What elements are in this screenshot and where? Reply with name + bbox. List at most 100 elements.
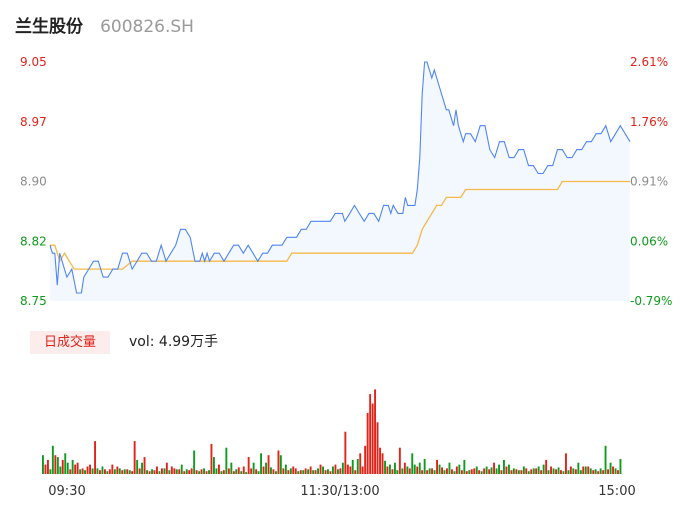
volume-bar bbox=[178, 469, 181, 474]
volume-bar bbox=[617, 470, 619, 474]
volume-bar bbox=[317, 468, 319, 474]
volume-bar bbox=[532, 468, 535, 474]
volume-bar bbox=[599, 468, 602, 474]
volume-bar bbox=[128, 470, 131, 474]
volume-bar bbox=[69, 469, 72, 474]
volume-readout: vol: 4.99万手 bbox=[129, 334, 219, 350]
volume-bar bbox=[215, 468, 218, 474]
volume-bar bbox=[51, 445, 54, 474]
volume-bar bbox=[153, 470, 156, 474]
volume-bar bbox=[349, 466, 352, 474]
volume-bar bbox=[54, 455, 57, 474]
volume-bar bbox=[203, 468, 205, 474]
volume-bar bbox=[111, 464, 114, 474]
volume-bar bbox=[312, 470, 315, 474]
volume-bar bbox=[359, 453, 362, 474]
volume-bar bbox=[604, 445, 607, 474]
volume-bar bbox=[81, 468, 84, 474]
volume-bar bbox=[354, 470, 357, 474]
volume-bar bbox=[106, 471, 109, 474]
volume-bar bbox=[379, 447, 381, 474]
volume-bar bbox=[555, 469, 557, 474]
volume-bar bbox=[448, 462, 451, 474]
volume-bar bbox=[530, 469, 533, 474]
volume-bar bbox=[245, 472, 248, 474]
volume-bar bbox=[218, 464, 220, 474]
volume-bar bbox=[123, 469, 126, 474]
volume-bar bbox=[589, 468, 592, 474]
volume-bar bbox=[86, 466, 89, 474]
volume-bar bbox=[84, 470, 86, 474]
volume-bar bbox=[351, 459, 354, 474]
volume-bar bbox=[198, 471, 201, 474]
volume-bar bbox=[47, 459, 49, 474]
volume-bar bbox=[525, 468, 528, 474]
stock-header: 兰生股份 600826.SH bbox=[15, 12, 194, 40]
volume-bar bbox=[475, 466, 478, 474]
volume-bar bbox=[200, 469, 203, 474]
volume-bar bbox=[473, 468, 476, 474]
volume-bar bbox=[74, 464, 77, 474]
volume-bar bbox=[517, 470, 520, 474]
x-tick: 09:30 bbox=[48, 484, 85, 499]
volume-bar bbox=[237, 467, 240, 474]
volume-bar bbox=[394, 462, 396, 474]
volume-bar bbox=[562, 471, 565, 474]
volume-bar bbox=[389, 464, 391, 474]
volume-bar bbox=[143, 457, 146, 474]
volume-bar bbox=[222, 470, 225, 474]
y-tick-left: 8.90 bbox=[20, 175, 47, 189]
volume-bar bbox=[453, 471, 456, 474]
average-price-line bbox=[50, 180, 630, 270]
volume-bar bbox=[161, 468, 163, 474]
volume-bar bbox=[118, 468, 121, 474]
volume-bar bbox=[183, 471, 186, 474]
stock-name: 兰生股份 bbox=[15, 17, 83, 37]
volume-bar bbox=[307, 469, 310, 474]
volume-tab[interactable]: 日成交量 bbox=[30, 331, 110, 354]
volume-bar bbox=[180, 464, 183, 474]
volume-bar bbox=[220, 471, 223, 474]
volume-bar bbox=[284, 464, 287, 474]
y-tick-left: 9.05 bbox=[20, 55, 47, 69]
volume-bar bbox=[346, 464, 349, 474]
volume-bar bbox=[213, 457, 215, 474]
volume-bar bbox=[366, 412, 369, 474]
volume-bar bbox=[324, 470, 327, 474]
volume-bar bbox=[587, 466, 590, 474]
volume-bar bbox=[488, 469, 491, 474]
volume-bar bbox=[61, 459, 64, 474]
volume-bar bbox=[260, 453, 262, 474]
volume-bar bbox=[341, 462, 344, 474]
volume-bar bbox=[158, 471, 161, 474]
volume-bar bbox=[597, 471, 600, 474]
volume-bar bbox=[66, 462, 69, 474]
volume-bar bbox=[579, 470, 582, 474]
volume-bar bbox=[156, 466, 158, 474]
volume-bar bbox=[270, 467, 272, 474]
volume-bar bbox=[455, 466, 458, 474]
stock-code: 600826.SH bbox=[100, 17, 194, 37]
x-tick: 11:30/13:00 bbox=[300, 484, 379, 499]
volume-bar bbox=[416, 466, 419, 474]
volume-bar bbox=[71, 459, 74, 474]
volume-bar bbox=[431, 468, 433, 474]
volume-bar bbox=[478, 470, 481, 474]
volume-bar bbox=[468, 470, 471, 474]
volume-bar bbox=[96, 468, 99, 474]
volume-bar bbox=[386, 466, 389, 474]
volume-bar bbox=[493, 462, 495, 474]
volume-bar bbox=[205, 471, 208, 474]
price-area bbox=[50, 62, 630, 301]
volume-bar bbox=[369, 394, 372, 474]
volume-bar bbox=[557, 467, 560, 474]
volume-bar bbox=[242, 466, 245, 474]
volume-bar bbox=[567, 470, 570, 474]
volume-bar bbox=[42, 455, 44, 474]
volume-bar bbox=[163, 468, 166, 474]
volume-bar bbox=[131, 471, 134, 474]
volume-bar bbox=[508, 464, 510, 474]
volume-bar bbox=[230, 462, 233, 474]
volume-bar bbox=[552, 468, 555, 474]
volume-bar bbox=[151, 469, 153, 474]
